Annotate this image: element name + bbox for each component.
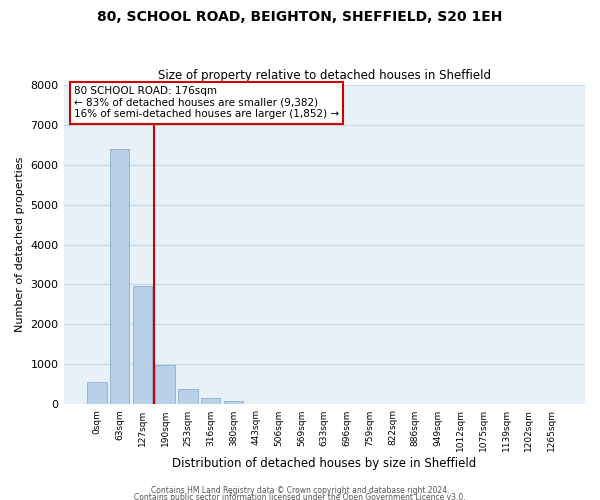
Text: Contains HM Land Registry data © Crown copyright and database right 2024.: Contains HM Land Registry data © Crown c…	[151, 486, 449, 495]
Bar	[133, 286, 152, 405]
Bar	[87, 382, 107, 404]
X-axis label: Distribution of detached houses by size in Sheffield: Distribution of detached houses by size …	[172, 457, 476, 470]
Bar	[201, 398, 220, 404]
Bar	[155, 366, 175, 405]
Text: Contains public sector information licensed under the Open Government Licence v3: Contains public sector information licen…	[134, 494, 466, 500]
Text: 80, SCHOOL ROAD, BEIGHTON, SHEFFIELD, S20 1EH: 80, SCHOOL ROAD, BEIGHTON, SHEFFIELD, S2…	[97, 10, 503, 24]
Bar	[224, 402, 243, 404]
Text: 80 SCHOOL ROAD: 176sqm
← 83% of detached houses are smaller (9,382)
16% of semi-: 80 SCHOOL ROAD: 176sqm ← 83% of detached…	[74, 86, 339, 120]
Bar	[178, 390, 197, 404]
Y-axis label: Number of detached properties: Number of detached properties	[15, 157, 25, 332]
Title: Size of property relative to detached houses in Sheffield: Size of property relative to detached ho…	[158, 69, 491, 82]
Bar	[110, 150, 130, 404]
